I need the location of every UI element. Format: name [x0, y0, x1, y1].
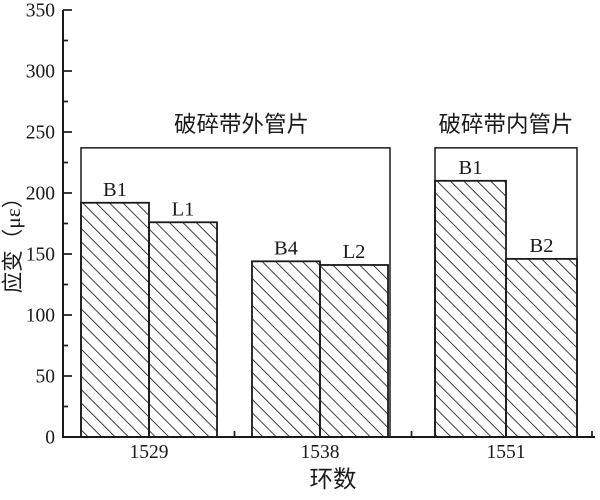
- y-tick-label-0: 0: [45, 428, 55, 449]
- y-tick-label-300: 300: [26, 62, 55, 83]
- bar-label-1538-L2: L2: [343, 241, 366, 263]
- bar-label-1529-B1: B1: [103, 179, 127, 201]
- labels-layer: 破碎带外管片 破碎带内管片 B1 L1 1529 B4 L2 1538 B1 B2 1551 0 50 1…: [1, 1, 574, 494]
- group-box-label-0: 破碎带外管片: [174, 112, 309, 137]
- bar-1551-B2: [505, 257, 578, 438]
- bar-label-1529-L1: L1: [172, 198, 195, 220]
- bar-1538-L2: [319, 264, 389, 438]
- bar-1529-L1: [148, 221, 218, 438]
- x-tick-label-1529: 1529: [130, 442, 169, 463]
- group-box-label-1: 破碎带内管片: [438, 112, 573, 137]
- bar-1538-B4: [251, 260, 321, 438]
- y-tick-label-150: 150: [26, 245, 55, 266]
- bar-1529-B1: [80, 201, 150, 438]
- bar-1551-B1: [434, 179, 507, 438]
- bar-label-1551-B1: B1: [459, 157, 483, 179]
- y-tick-label-350: 350: [26, 1, 55, 22]
- x-tick-label-1538: 1538: [301, 442, 340, 463]
- y-axis-title: 应变（με）: [1, 187, 25, 294]
- y-tick-label-250: 250: [26, 123, 55, 144]
- bar-label-1538-B4: B4: [274, 237, 298, 259]
- bars-layer: [80, 179, 578, 438]
- bar-label-1551-B2: B2: [530, 235, 554, 257]
- axes-layer: [62, 9, 595, 438]
- y-tick-label-100: 100: [26, 306, 55, 327]
- y-tick-label-50: 50: [36, 367, 56, 388]
- x-tick-label-1551: 1551: [487, 442, 526, 463]
- x-axis-title: 环数: [310, 466, 357, 493]
- y-tick-label-200: 200: [26, 184, 55, 205]
